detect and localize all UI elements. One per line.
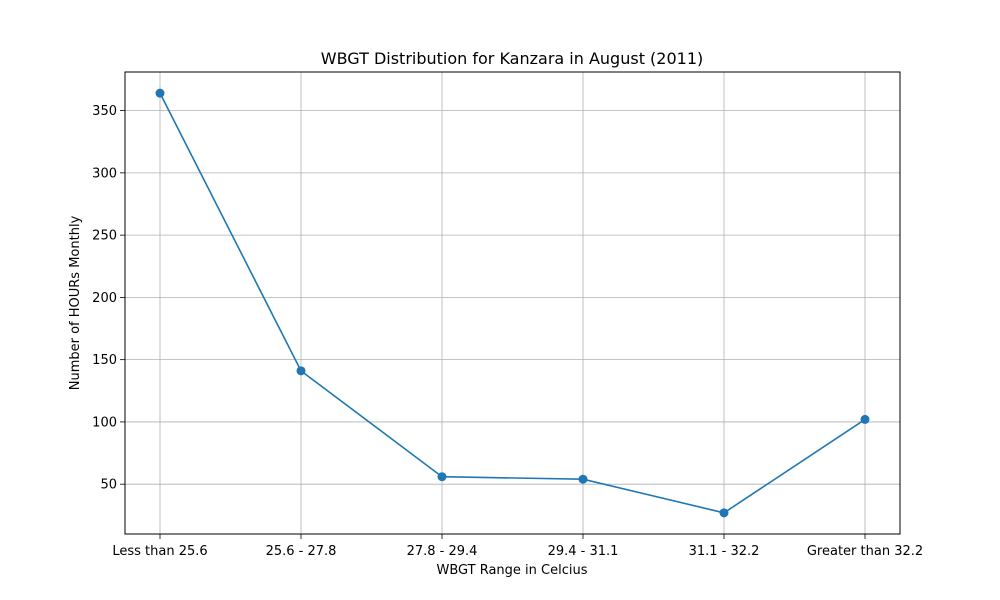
x-tick-label: 27.8 - 29.4 (407, 544, 478, 559)
data-point (155, 88, 165, 98)
data-point (578, 474, 588, 484)
series-line (159, 92, 866, 514)
gridlines (125, 72, 900, 534)
y-tick-label: 200 (92, 291, 117, 306)
y-tick-label: 350 (92, 104, 117, 119)
x-tick-label: Less than 25.6 (112, 544, 207, 559)
series-layer (155, 88, 870, 518)
chart-title: WBGT Distribution for Kanzara in August … (321, 49, 704, 68)
x-axis-title: WBGT Range in Celcius (436, 563, 587, 578)
data-point (719, 508, 729, 518)
y-tick-label: 150 (92, 353, 117, 368)
y-tick-label: 100 (92, 415, 117, 430)
data-point (437, 472, 447, 482)
x-axis: Less than 25.6 25.6 - 27.8 27.8 - 29.4 29.4… (112, 534, 923, 559)
data-point (860, 414, 870, 424)
y-tick-label: 250 (92, 229, 117, 244)
y-tick-label: 300 (92, 166, 117, 181)
x-tick-label: 29.4 - 31.1 (548, 544, 619, 559)
data-point (296, 366, 306, 376)
x-tick-label: 25.6 - 27.8 (266, 544, 337, 559)
y-axis: 50 100 150 200 250 300 350 (92, 104, 125, 493)
x-tick-label: 31.1 - 32.2 (689, 544, 760, 559)
y-axis-title: Number of HOURs Monthly (68, 215, 83, 390)
y-tick-label: 50 (100, 478, 117, 493)
x-tick-label: Greater than 32.2 (807, 544, 923, 559)
plot-area-frame (124, 71, 901, 535)
